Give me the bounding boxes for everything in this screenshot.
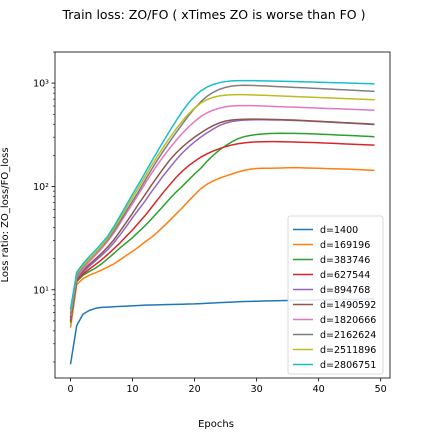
series-line-d-2806751 xyxy=(69,79,375,310)
y-tick-label: 10¹ xyxy=(33,285,49,296)
y-ticks: 10¹ 10² 10³ xyxy=(33,51,55,363)
legend-label: d=383746 xyxy=(320,255,370,266)
series-line-d-1490592 xyxy=(69,118,375,318)
x-tick-label: 0 xyxy=(67,384,73,395)
plot-frame xyxy=(54,51,391,379)
series-line-d-1820666 xyxy=(69,104,375,316)
series-line-d-627544 xyxy=(69,140,375,321)
x-tick-label: 30 xyxy=(251,384,263,395)
legend-label: d=2806751 xyxy=(320,360,376,371)
legend-label: d=1400 xyxy=(320,225,358,236)
x-tick-label: 20 xyxy=(189,384,201,395)
legend-label: d=1490592 xyxy=(320,300,376,311)
series-line-d-2162624 xyxy=(69,84,375,314)
x-ticks: 0 10 20 30 40 50 xyxy=(67,378,387,395)
x-tick-label: 40 xyxy=(313,384,325,395)
series-line-d-169196 xyxy=(69,166,375,328)
x-tick-label: 50 xyxy=(375,384,387,395)
legend: d=1400 d=169196 d=383746 d=627544 d=894768 d=… xyxy=(287,215,384,375)
legend-label: d=1820666 xyxy=(320,315,376,326)
legend-label: d=2162624 xyxy=(320,330,376,341)
x-tick-label: 10 xyxy=(126,384,138,395)
x-axis-label: Epochs xyxy=(198,419,234,430)
y-tick-label: 10² xyxy=(33,182,49,193)
legend-label: d=169196 xyxy=(320,240,370,251)
series-line-d-2511896 xyxy=(69,93,375,312)
y-tick-label: 10³ xyxy=(33,79,49,90)
legend-label: d=2511896 xyxy=(320,345,376,356)
legend-label: d=894768 xyxy=(320,285,370,296)
plot-lines xyxy=(69,79,375,365)
y-axis-label: Loss ratio: ZO_loss/FO_loss xyxy=(0,147,11,282)
chart-title: Train loss: ZO/FO ( xTimes ZO is worse t… xyxy=(61,7,365,22)
legend-label: d=627544 xyxy=(320,270,370,281)
